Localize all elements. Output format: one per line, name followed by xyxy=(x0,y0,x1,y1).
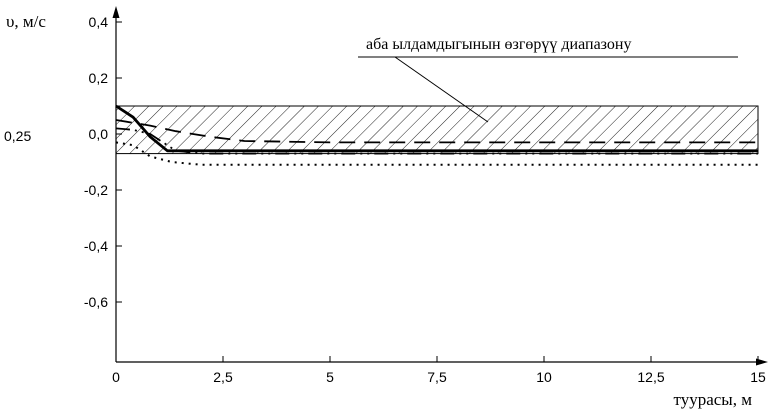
y-tick-label: 0,0 xyxy=(89,126,109,142)
ticks-layer: 0,4 0,2 0,0 -0,2 -0,4 -0,6 0 2,5 5 7,5 10 12,5 15 xyxy=(84,14,766,385)
band-annotation: аба ылдамдыгынын өзгөрүү диапазону xyxy=(366,36,631,53)
x-tick-label: 2,5 xyxy=(213,369,233,385)
y-tick-label: -0,2 xyxy=(84,182,108,198)
series-line-1 xyxy=(115,104,758,153)
x-tick-label: 7,5 xyxy=(427,369,447,385)
y-tick-label: -0,6 xyxy=(84,294,108,310)
x-tick-label: 10 xyxy=(536,369,552,385)
x-tick-label: 0 xyxy=(112,369,120,385)
y-tick-label: 0,4 xyxy=(89,14,109,30)
band-level-label: 0,25 xyxy=(4,128,31,144)
x-axis-arrow xyxy=(756,358,768,366)
variation-range-band xyxy=(115,105,759,155)
annotation-leader xyxy=(394,56,489,123)
x-tick-label: 5 xyxy=(326,369,334,385)
x-axis-title: туурасы, м xyxy=(674,390,753,409)
x-tick-label: 12,5 xyxy=(637,369,664,385)
series-layer xyxy=(115,104,758,166)
y-axis-arrow xyxy=(112,6,120,18)
y-tick-label: 0,2 xyxy=(89,70,109,86)
series-line-3 xyxy=(115,127,758,155)
y-axis-title: υ, м/с xyxy=(6,12,46,31)
x-tick-label: 15 xyxy=(750,369,766,385)
series-line-2 xyxy=(115,119,758,144)
y-tick-label: -0,4 xyxy=(84,238,108,254)
